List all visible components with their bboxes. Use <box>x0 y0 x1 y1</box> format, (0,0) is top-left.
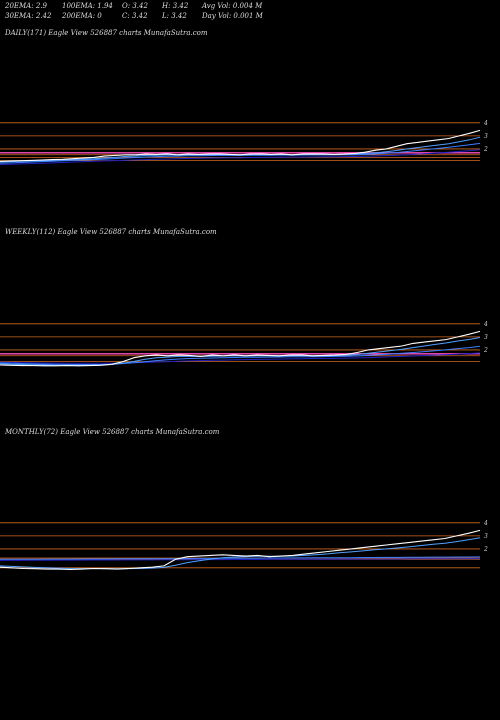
daily-chart-title: DAILY(171) Eagle View 526887 charts Muna… <box>5 29 208 37</box>
monthly-price-line <box>0 529 481 571</box>
monthly-chart-title: MONTHLY(72) Eagle View 526887 charts Mun… <box>5 428 220 436</box>
daily-ema-long-line <box>0 149 481 166</box>
daily-price-line <box>0 129 481 162</box>
daily-tick-label-1: 3 <box>484 133 488 140</box>
monthly-tick-label-1: 3 <box>484 533 488 540</box>
weekly-ema-short-line <box>0 337 481 366</box>
open-readout: O: 3.42 <box>122 2 148 10</box>
ema200-readout: 200EMA: 0 <box>62 12 102 20</box>
ema20-readout: 20EMA: 2.9 <box>5 2 47 10</box>
weekly-chart: 4 3 2 <box>0 321 488 367</box>
weekly-tick-label-1: 3 <box>484 334 488 341</box>
ema100-readout: 100EMA: 1.94 <box>62 2 113 10</box>
weekly-tick-label-0: 4 <box>483 321 488 328</box>
daily-tick-label-0: 4 <box>483 120 488 127</box>
monthly-ema-mid-line <box>0 556 481 560</box>
daily-chart: 4 3 2 <box>0 120 488 166</box>
high-readout: H: 3.42 <box>162 2 189 10</box>
monthly-chart: 4 3 2 <box>0 520 488 571</box>
weekly-price-line <box>0 330 481 367</box>
ema30-readout: 30EMA: 2.42 <box>5 12 52 20</box>
monthly-tick-label-2: 2 <box>483 546 488 553</box>
monthly-ema-long-line <box>0 558 481 561</box>
close-readout: C: 3.42 <box>122 12 148 20</box>
monthly-tick-label-0: 4 <box>483 520 488 527</box>
weekly-chart-title: WEEKLY(112) Eagle View 526887 charts Mun… <box>5 228 217 236</box>
monthly-ema-short-line <box>0 537 481 570</box>
daily-tick-label-2: 2 <box>483 146 488 153</box>
daily-ema-mid-line <box>0 142 481 164</box>
weekly-ema-long-line <box>0 352 481 364</box>
day-vol-readout: Day Vol: 0.001 M <box>202 12 263 20</box>
indicator-header: 20EMA: 2.9 100EMA: 1.94 O: 3.42 H: 3.42 … <box>0 0 500 24</box>
weekly-ema-mid-line <box>0 345 481 365</box>
low-readout: L: 3.42 <box>162 12 187 20</box>
avg-vol-readout: Avg Vol: 0.004 M <box>202 2 263 10</box>
weekly-tick-label-2: 2 <box>483 347 488 354</box>
